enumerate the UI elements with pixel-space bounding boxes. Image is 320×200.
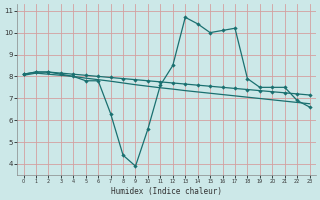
X-axis label: Humidex (Indice chaleur): Humidex (Indice chaleur)	[111, 187, 222, 196]
